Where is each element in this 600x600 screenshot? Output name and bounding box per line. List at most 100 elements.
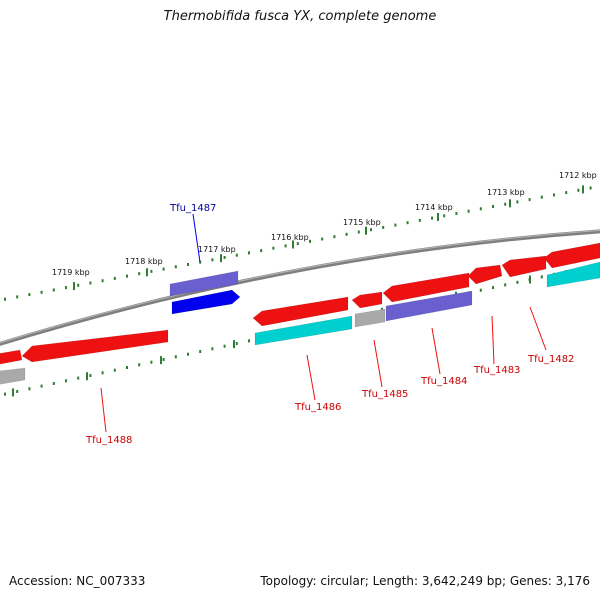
tick-label: 1716 kbp	[271, 233, 309, 242]
gene-arrow-tfu-1488	[21, 329, 169, 363]
inner-minor-tick	[28, 387, 31, 391]
gene-arrow-tfu-1485	[351, 291, 383, 309]
gene-arrow-tfu-1486	[252, 296, 349, 327]
inner-major-tick	[12, 388, 14, 397]
gene-label-tfu-1483: Tfu_1483	[473, 365, 520, 376]
gene-label-tfu-1487: Tfu_1487	[169, 203, 216, 214]
outer-minor-tick	[577, 188, 580, 192]
inner-minor-tick	[113, 368, 116, 372]
outer-minor-tick	[138, 272, 141, 276]
outer-minor-tick	[174, 265, 177, 269]
outer-minor-tick	[589, 186, 592, 190]
tick-label: 1717 kbp	[198, 245, 236, 254]
inner-minor-tick	[4, 392, 6, 396]
outer-minor-tick	[162, 267, 165, 271]
outer-minor-tick	[418, 218, 421, 222]
outer-minor-tick	[223, 256, 226, 259]
leader-line-tfu-1483	[491, 315, 495, 365]
outer-minor-tick	[126, 274, 128, 278]
inner-minor-tick	[150, 360, 153, 364]
gene-arrow-right-edge	[543, 242, 600, 269]
inner-minor-tick	[52, 382, 55, 385]
inner-major-tick	[233, 340, 235, 349]
outer-minor-tick	[394, 223, 397, 227]
inner-major-tick	[86, 372, 88, 381]
inner-minor-tick	[516, 280, 519, 284]
outer-minor-tick	[406, 221, 409, 225]
outer-minor-tick	[565, 191, 568, 195]
outer-minor-tick	[431, 216, 433, 220]
gene-block-upper-slate	[169, 270, 239, 297]
outer-minor-tick	[296, 242, 299, 246]
outer-minor-tick	[528, 198, 531, 202]
gene-label-tfu-1486: Tfu_1486	[294, 402, 341, 413]
genome-summary-label: Topology: circular; Length: 3,642,249 bp…	[260, 574, 590, 588]
gene-label-tfu-1485: Tfu_1485	[361, 389, 408, 400]
outer-minor-tick	[248, 251, 250, 255]
tick-marks-outer	[4, 185, 592, 301]
gene-block-slate-2	[385, 290, 473, 322]
outer-minor-tick	[516, 200, 519, 204]
outer-minor-tick	[113, 276, 116, 280]
tick-label: 1718 kbp	[125, 257, 163, 266]
outer-minor-tick	[28, 293, 31, 297]
accession-label: Accession: NC_007333	[9, 574, 146, 588]
outer-minor-tick	[467, 209, 470, 213]
inner-minor-tick	[40, 384, 43, 388]
outer-minor-tick	[357, 230, 360, 234]
inner-minor-tick	[162, 358, 165, 361]
tick-label: 1712 kbp	[559, 171, 597, 180]
outer-minor-tick	[492, 205, 494, 208]
inner-minor-tick	[479, 288, 482, 292]
inner-minor-tick	[174, 355, 177, 359]
outer-minor-tick	[504, 202, 507, 206]
outer-minor-tick	[16, 295, 19, 299]
outer-minor-tick	[540, 195, 543, 199]
inner-major-tick	[529, 275, 531, 284]
outer-minor-tick	[370, 228, 372, 232]
outer-major-tick	[220, 254, 222, 263]
tick-label: 1719 kbp	[52, 268, 90, 277]
gene-block-gray	[354, 308, 386, 328]
outer-major-tick	[509, 199, 511, 208]
outer-minor-tick	[284, 244, 287, 248]
inner-minor-tick	[16, 390, 19, 393]
outer-major-tick	[73, 282, 75, 291]
inner-minor-tick	[235, 342, 238, 345]
outer-minor-tick	[321, 237, 324, 241]
gene-block-cyan-2	[546, 261, 600, 288]
inner-minor-tick	[187, 352, 189, 356]
gene-block-cyan-1	[254, 315, 353, 346]
inner-minor-tick	[77, 376, 80, 380]
inner-minor-tick	[504, 283, 507, 287]
outer-minor-tick	[382, 225, 385, 229]
outer-minor-tick	[4, 297, 6, 301]
inner-minor-tick	[540, 275, 543, 279]
leader-line-tfu-1482	[529, 306, 547, 351]
gene-arrow-left-edge	[0, 349, 23, 365]
outer-minor-tick	[455, 212, 458, 215]
outer-minor-tick	[52, 288, 55, 292]
outer-major-tick	[365, 226, 367, 235]
gene-labels: Tfu_1488 Tfu_1487 Tfu_1486 Tfu_1485 Tfu_1484…	[85, 203, 574, 446]
inner-major-tick	[160, 356, 162, 365]
gene-label-tfu-1482: Tfu_1482	[527, 354, 574, 365]
outer-major-tick	[146, 268, 148, 277]
outer-minor-tick	[199, 260, 202, 264]
outer-minor-tick	[211, 258, 214, 262]
leader-line-tfu-1485	[373, 339, 383, 388]
leader-line-tfu-1486	[306, 354, 316, 401]
outer-minor-tick	[443, 214, 446, 218]
gene-arrow-tfu-1487	[171, 289, 241, 315]
gene-label-tfu-1488: Tfu_1488	[85, 435, 132, 446]
outer-major-tick	[292, 240, 294, 249]
gene-arrow-tfu-1483	[467, 264, 503, 285]
outer-minor-tick	[77, 283, 80, 287]
outer-minor-tick	[333, 235, 336, 239]
outer-minor-tick	[101, 279, 104, 283]
inner-minor-tick	[101, 371, 104, 375]
inner-minor-tick	[126, 366, 128, 369]
outer-major-tick	[582, 185, 584, 194]
outer-minor-tick	[40, 290, 43, 294]
